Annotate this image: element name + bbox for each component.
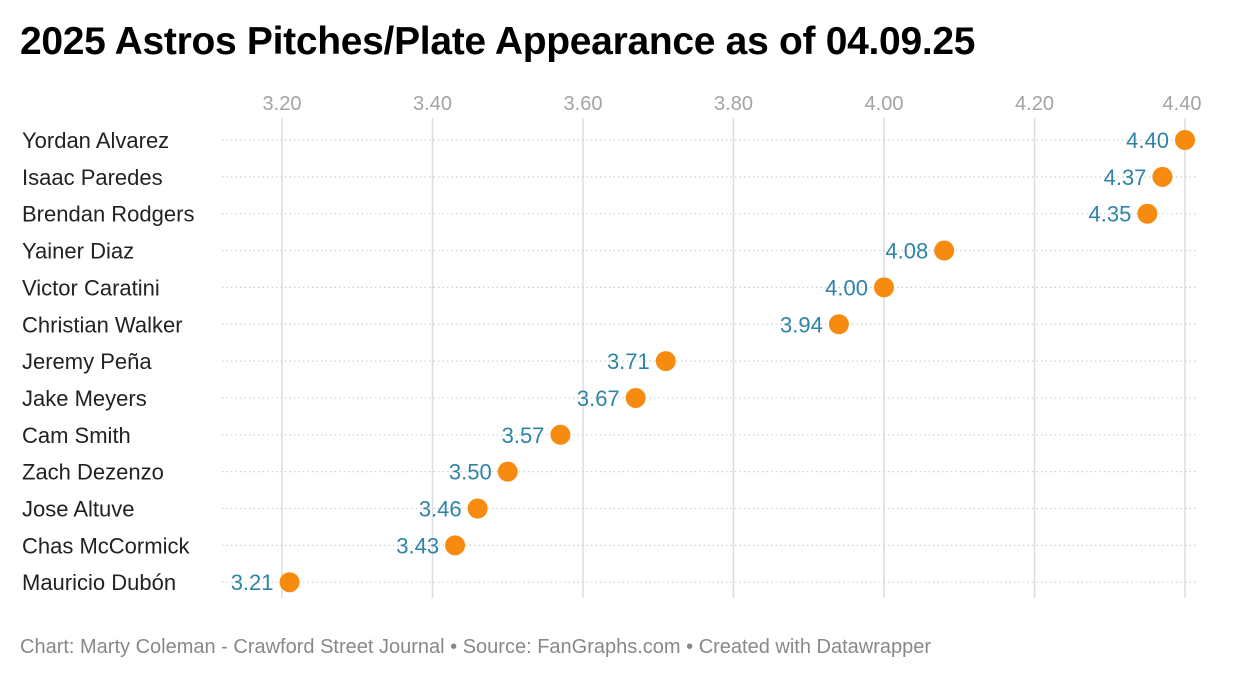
row-label: Mauricio Dubón bbox=[22, 570, 176, 595]
chart-footer: Chart: Marty Coleman - Crawford Street J… bbox=[20, 636, 932, 658]
data-dot bbox=[1175, 130, 1195, 150]
value-label: 3.46 bbox=[419, 497, 462, 522]
row-label: Brendan Rodgers bbox=[22, 202, 194, 227]
value-label: 3.57 bbox=[502, 423, 545, 448]
x-tick-label: 4.00 bbox=[865, 93, 904, 115]
row-label: Zach Dezenzo bbox=[22, 460, 164, 485]
x-tick-label: 4.20 bbox=[1015, 93, 1054, 115]
value-label: 3.94 bbox=[780, 312, 823, 337]
data-dot bbox=[655, 351, 676, 372]
x-tick-label: 3.60 bbox=[564, 93, 603, 115]
value-label: 4.35 bbox=[1089, 202, 1132, 227]
x-axis-tick-labels: 3.20 3.40 3.60 3.80 4.00 4.20 4.40 bbox=[263, 93, 1202, 115]
row-label: Victor Caratini bbox=[22, 275, 160, 300]
chart-rows: Yordan Alvarez 4.40 Isaac Paredes 4.37 Brend… bbox=[22, 128, 1198, 595]
data-dot bbox=[1152, 166, 1173, 187]
vertical-gridlines bbox=[281, 118, 1186, 598]
chart-row: Jose Altuve 3.46 bbox=[22, 497, 1198, 522]
value-label: 4.40 bbox=[1126, 128, 1169, 153]
row-label: Cam Smith bbox=[22, 423, 131, 448]
data-dot bbox=[934, 240, 955, 261]
row-label: Chas McCormick bbox=[22, 533, 190, 558]
data-dot bbox=[874, 277, 894, 298]
row-label: Isaac Paredes bbox=[22, 165, 163, 190]
x-tick-label: 3.20 bbox=[263, 93, 302, 115]
x-tick-label: 3.40 bbox=[413, 93, 452, 115]
chart-row: Isaac Paredes 4.37 bbox=[22, 165, 1198, 190]
x-tick-label: 3.80 bbox=[714, 93, 753, 115]
row-label: Jose Altuve bbox=[22, 497, 135, 522]
chart-row: Jake Meyers 3.67 bbox=[22, 386, 1198, 411]
chart-row: Christian Walker 3.94 bbox=[22, 312, 1198, 337]
chart-row: Victor Caratini 4.00 bbox=[22, 275, 1198, 300]
row-label: Jeremy Peña bbox=[22, 349, 152, 374]
data-dot bbox=[625, 387, 646, 408]
value-label: 4.08 bbox=[885, 239, 928, 264]
chart-row: Zach Dezenzo 3.50 bbox=[22, 460, 1198, 485]
data-dot bbox=[550, 424, 571, 445]
data-dot bbox=[1137, 203, 1158, 224]
chart-row: Chas McCormick 3.43 bbox=[22, 533, 1198, 558]
value-label: 4.37 bbox=[1104, 165, 1147, 190]
row-label: Yainer Diaz bbox=[22, 239, 134, 264]
value-label: 3.43 bbox=[396, 533, 439, 558]
data-dot bbox=[497, 461, 518, 482]
data-dot bbox=[445, 535, 466, 556]
data-dot bbox=[279, 572, 300, 593]
chart-title: 2025 Astros Pitches/Plate Appearance as … bbox=[20, 20, 976, 63]
chart-row: Jeremy Peña 3.71 bbox=[22, 349, 1198, 374]
value-label: 4.00 bbox=[825, 275, 868, 300]
data-dot bbox=[467, 498, 488, 519]
chart-row: Yainer Diaz 4.08 bbox=[22, 239, 1198, 264]
data-dot bbox=[828, 314, 849, 335]
x-tick-label: 4.40 bbox=[1163, 93, 1202, 115]
chart-row: Cam Smith 3.57 bbox=[22, 423, 1198, 448]
row-label: Yordan Alvarez bbox=[22, 128, 169, 153]
value-label: 3.21 bbox=[231, 570, 274, 595]
chart-row: Brendan Rodgers 4.35 bbox=[22, 202, 1198, 227]
value-label: 3.71 bbox=[607, 349, 650, 374]
value-label: 3.67 bbox=[577, 386, 620, 411]
row-label: Jake Meyers bbox=[22, 386, 147, 411]
row-label: Christian Walker bbox=[22, 312, 183, 337]
chart-row: Mauricio Dubón 3.21 bbox=[22, 570, 1198, 595]
value-label: 3.50 bbox=[449, 460, 492, 485]
chart-row: Yordan Alvarez 4.40 bbox=[22, 128, 1198, 153]
